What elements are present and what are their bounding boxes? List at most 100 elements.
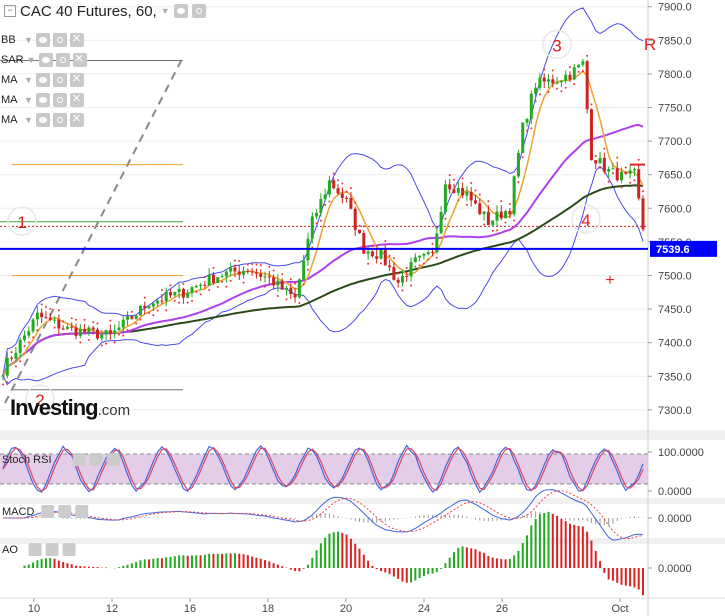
eye-icon[interactable] xyxy=(35,33,50,47)
eye-icon[interactable] xyxy=(173,4,188,18)
indicator-dropdown-icon[interactable]: ▼ xyxy=(26,55,36,65)
candle-body xyxy=(121,319,125,328)
indicator-dropdown-icon[interactable]: ▼ xyxy=(24,95,33,105)
gear-icon[interactable] xyxy=(52,33,67,47)
x-tick-label: 24 xyxy=(418,603,430,615)
candle-body xyxy=(190,287,194,293)
sar-dot xyxy=(633,179,636,182)
gear-icon xyxy=(45,543,59,556)
eye-icon[interactable] xyxy=(35,93,50,107)
sar-dot xyxy=(474,189,477,192)
sar-dot xyxy=(165,309,168,312)
sar-dot xyxy=(629,181,632,184)
candle-body xyxy=(564,74,568,81)
sar-dot xyxy=(556,87,559,90)
candle-body xyxy=(418,255,422,258)
candle-body xyxy=(602,157,606,172)
indicator-dropdown-icon[interactable]: ▼ xyxy=(24,115,33,125)
title-dropdown-icon[interactable]: ▼ xyxy=(160,6,170,16)
sar-dot xyxy=(139,318,142,321)
sar-dot xyxy=(495,229,498,232)
candle-body xyxy=(469,191,473,201)
close-icon[interactable] xyxy=(69,72,84,87)
indicator-row: MA ▼ xyxy=(1,92,84,107)
sar-dot xyxy=(212,266,215,269)
collapse-icon[interactable]: − xyxy=(4,5,16,17)
candle-body xyxy=(108,330,112,334)
candle-body xyxy=(366,251,370,254)
eye-icon[interactable] xyxy=(35,113,50,127)
sar-dot xyxy=(105,342,108,345)
eye-icon[interactable] xyxy=(38,53,53,67)
candle-body xyxy=(559,80,563,83)
sar-dot xyxy=(32,336,35,339)
sar-dot xyxy=(221,280,224,283)
sar-dot xyxy=(302,283,305,286)
candle-body xyxy=(310,216,314,239)
candle-body xyxy=(388,265,392,268)
gear-icon[interactable] xyxy=(52,93,67,107)
sar-dot xyxy=(62,320,65,323)
y-tick-label: 0.0000 xyxy=(658,486,692,498)
sar-dot xyxy=(521,156,524,159)
candle-body xyxy=(392,267,396,280)
candle-body xyxy=(117,327,121,331)
trend-line xyxy=(4,56,184,404)
candle-body xyxy=(18,339,22,353)
sar-dot xyxy=(83,318,86,321)
candle-body xyxy=(499,211,503,219)
sar-dot xyxy=(10,351,13,354)
candle-body xyxy=(302,260,306,280)
candle-body xyxy=(340,193,344,198)
sar-dot xyxy=(642,190,644,193)
sar-dot xyxy=(130,310,133,313)
indicator-row: MA ▼ xyxy=(1,72,84,87)
current-price-label: 7539.6 xyxy=(656,244,690,256)
sar-dot xyxy=(216,286,219,289)
candle-body xyxy=(607,169,611,172)
candle-body xyxy=(237,271,241,275)
sar-dot xyxy=(182,282,185,285)
candle-body xyxy=(297,279,301,298)
eye-icon[interactable] xyxy=(35,73,50,87)
candle-body xyxy=(370,251,374,257)
sar-dot xyxy=(414,265,417,268)
annotation-circle xyxy=(7,206,37,236)
indicator-dropdown-icon[interactable]: ▼ xyxy=(24,75,33,85)
sar-dot xyxy=(169,284,172,287)
candle-body xyxy=(78,329,82,336)
gear-icon[interactable] xyxy=(52,73,67,87)
sar-dot xyxy=(70,317,73,320)
annotation-circle xyxy=(25,384,55,414)
sar-dot xyxy=(251,262,254,265)
y-tick-label: 7450.0 xyxy=(658,304,692,316)
gear-icon[interactable] xyxy=(52,113,67,127)
close-icon[interactable] xyxy=(72,52,87,67)
sar-dot xyxy=(14,365,17,368)
sar-dot xyxy=(384,240,387,243)
candle-body xyxy=(486,211,490,225)
close-icon[interactable] xyxy=(69,112,84,127)
candle-body xyxy=(5,357,9,376)
sar-dot xyxy=(470,182,473,185)
gear-icon[interactable] xyxy=(191,4,206,18)
sar-dot xyxy=(526,129,529,132)
candle-body xyxy=(482,211,486,215)
sar-dot xyxy=(328,200,331,203)
candle-body xyxy=(409,261,413,277)
indicator-dropdown-icon[interactable]: ▼ xyxy=(24,35,33,45)
close-icon[interactable] xyxy=(69,92,84,107)
candle-body xyxy=(293,293,297,298)
sar-dot xyxy=(242,281,245,284)
close-icon[interactable] xyxy=(69,32,84,47)
y-tick-label: 7600.0 xyxy=(658,203,692,215)
sar-dot xyxy=(324,203,327,206)
candle-body xyxy=(207,274,211,286)
candle-body xyxy=(396,279,400,283)
gear-icon[interactable] xyxy=(55,53,70,67)
subpanel-header: Stoch RSI xyxy=(2,453,120,466)
candle-body xyxy=(405,276,409,278)
chart-header: − CAC 40 Futures, 60, ▼ xyxy=(0,0,206,22)
sar-dot xyxy=(225,285,228,288)
